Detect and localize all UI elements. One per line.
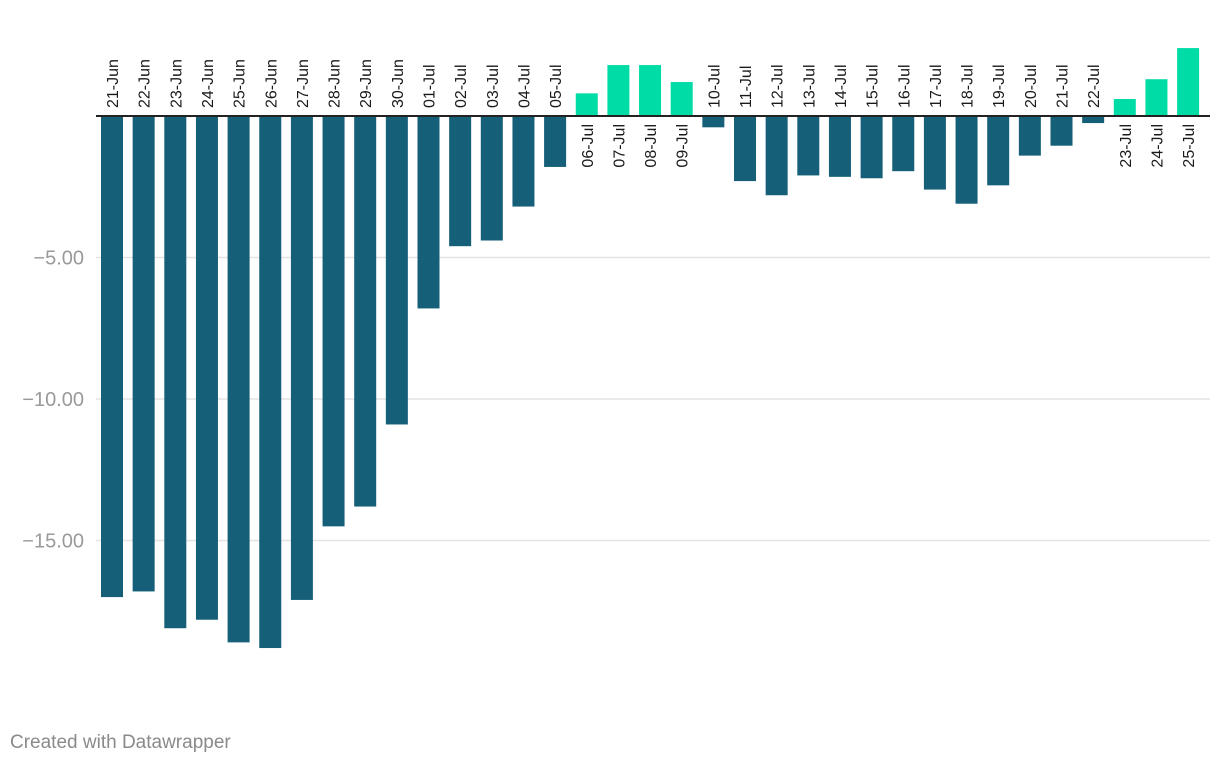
bar-19-Jul bbox=[987, 116, 1010, 186]
bar-13-Jul bbox=[797, 116, 820, 176]
bar-23-Jun bbox=[164, 116, 187, 629]
bars bbox=[101, 48, 1200, 649]
bar-23-Jul bbox=[1113, 99, 1136, 116]
y-tick-label: −5.00 bbox=[33, 248, 84, 270]
bar-17-Jul bbox=[923, 116, 946, 190]
bar-25-Jul bbox=[1177, 48, 1200, 116]
date-label: 01-Jul bbox=[422, 64, 439, 108]
bar-14-Jul bbox=[828, 116, 851, 177]
date-label: 30-Jun bbox=[390, 59, 407, 108]
date-label: 26-Jun bbox=[263, 59, 280, 108]
date-label: 21-Jun bbox=[105, 59, 122, 108]
bar-01-Jul bbox=[417, 116, 440, 309]
date-label: 20-Jul bbox=[1023, 64, 1040, 108]
bar-16-Jul bbox=[892, 116, 915, 172]
date-label: 23-Jul bbox=[1118, 124, 1135, 168]
bar-03-Jul bbox=[480, 116, 503, 241]
date-label: 04-Jul bbox=[516, 64, 533, 108]
y-tick-label: −15.00 bbox=[22, 531, 84, 553]
date-label: 27-Jun bbox=[295, 59, 312, 108]
bar-22-Jul bbox=[1082, 116, 1105, 124]
date-label: 25-Jul bbox=[1181, 124, 1198, 168]
bar-24-Jun bbox=[195, 116, 218, 620]
bar-10-Jul bbox=[702, 116, 725, 128]
bar-06-Jul bbox=[575, 93, 598, 116]
bar-27-Jun bbox=[290, 116, 313, 600]
bar-04-Jul bbox=[512, 116, 535, 207]
date-label: 24-Jul bbox=[1149, 124, 1166, 168]
date-label: 08-Jul bbox=[643, 124, 660, 168]
bar-02-Jul bbox=[449, 116, 472, 247]
date-label: 05-Jul bbox=[548, 64, 565, 108]
credit-text: Created with Datawrapper bbox=[10, 732, 231, 753]
bar-24-Jul bbox=[1145, 79, 1168, 116]
bar-25-Jun bbox=[227, 116, 250, 643]
date-label: 13-Jul bbox=[801, 64, 818, 108]
date-label: 29-Jun bbox=[358, 59, 375, 108]
bar-18-Jul bbox=[955, 116, 978, 204]
bar-15-Jul bbox=[860, 116, 883, 179]
date-label: 12-Jul bbox=[770, 64, 787, 108]
date-label: 18-Jul bbox=[960, 64, 977, 108]
bar-12-Jul bbox=[765, 116, 788, 196]
date-label: 21-Jul bbox=[1055, 64, 1072, 108]
bar-20-Jul bbox=[1018, 116, 1041, 156]
bar-30-Jun bbox=[385, 116, 408, 425]
bar-21-Jun bbox=[101, 116, 123, 598]
date-label: 15-Jul bbox=[865, 64, 882, 108]
date-label: 07-Jul bbox=[611, 124, 628, 168]
date-label: 23-Jun bbox=[168, 59, 185, 108]
date-label: 19-Jul bbox=[991, 64, 1008, 108]
bar-09-Jul bbox=[670, 82, 693, 116]
y-axis-tick-labels: −5.00 −10.00 −15.00 bbox=[22, 248, 84, 553]
date-label: 14-Jul bbox=[833, 64, 850, 108]
date-label: 02-Jul bbox=[453, 64, 470, 108]
bar-28-Jun bbox=[322, 116, 345, 527]
date-label: 17-Jul bbox=[928, 64, 945, 108]
bar-26-Jun bbox=[259, 116, 282, 649]
date-label: 03-Jul bbox=[485, 64, 502, 108]
date-label: 28-Jun bbox=[327, 59, 344, 108]
bar-21-Jul bbox=[1050, 116, 1073, 146]
date-label: 22-Jul bbox=[1086, 64, 1103, 108]
date-label: 24-Jun bbox=[200, 59, 217, 108]
date-label: 10-Jul bbox=[706, 64, 723, 108]
date-label: 06-Jul bbox=[580, 124, 597, 168]
bar-08-Jul bbox=[639, 65, 662, 116]
date-labels: 21-Jun 22-Jun 23-Jun 24-Jun 25-Jun 26-Jun 27-J… bbox=[105, 59, 1198, 168]
date-label: 09-Jul bbox=[675, 124, 692, 168]
bar-29-Jun bbox=[354, 116, 377, 507]
bar-22-Jun bbox=[132, 116, 155, 592]
bar-11-Jul bbox=[734, 116, 756, 182]
date-label: 11-Jul bbox=[738, 66, 755, 108]
date-label: 25-Jun bbox=[232, 59, 249, 108]
grid-lines bbox=[96, 256, 1210, 542]
date-label: 22-Jun bbox=[137, 59, 154, 108]
bar-07-Jul bbox=[607, 65, 630, 116]
y-tick-label: −10.00 bbox=[22, 389, 84, 411]
bar-05-Jul bbox=[544, 116, 567, 167]
date-label: 16-Jul bbox=[896, 64, 913, 108]
